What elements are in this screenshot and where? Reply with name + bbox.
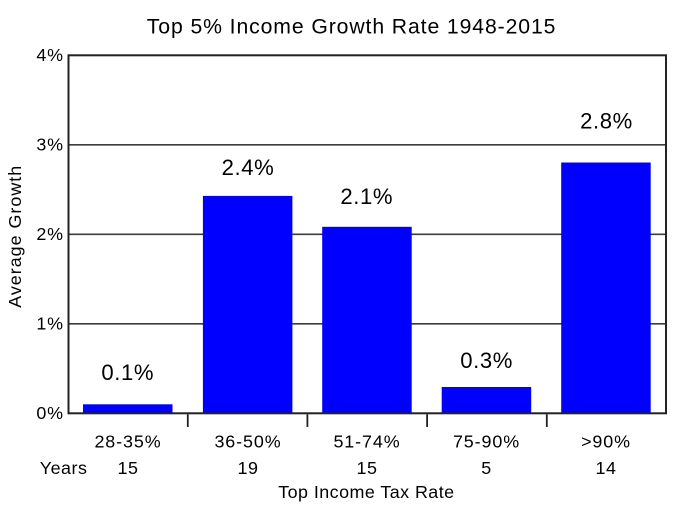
svg-text:3%: 3% <box>36 135 64 155</box>
svg-text:Top 5% Income Growth Rate 1948: Top 5% Income Growth Rate 1948-2015 <box>147 16 557 39</box>
svg-text:2.1%: 2.1% <box>340 184 393 209</box>
svg-text:>90%: >90% <box>581 432 631 452</box>
svg-text:0%: 0% <box>36 403 64 423</box>
svg-text:2.8%: 2.8% <box>580 109 633 134</box>
svg-text:Top Income Tax Rate: Top Income Tax Rate <box>278 482 454 502</box>
svg-text:75-90%: 75-90% <box>453 432 520 452</box>
svg-text:51-74%: 51-74% <box>333 432 400 452</box>
svg-text:19: 19 <box>238 458 259 478</box>
svg-text:Average Growth: Average Growth <box>5 165 25 308</box>
svg-text:2.4%: 2.4% <box>222 155 275 180</box>
svg-text:36-50%: 36-50% <box>214 432 281 452</box>
svg-text:0.1%: 0.1% <box>101 360 154 385</box>
svg-text:0.3%: 0.3% <box>460 348 513 373</box>
svg-text:Years: Years <box>40 458 88 478</box>
svg-text:5: 5 <box>481 458 491 478</box>
svg-text:1%: 1% <box>36 314 64 334</box>
svg-text:14: 14 <box>596 458 617 478</box>
svg-text:2%: 2% <box>36 224 64 244</box>
svg-text:15: 15 <box>118 458 139 478</box>
svg-text:4%: 4% <box>36 45 64 65</box>
svg-text:28-35%: 28-35% <box>94 432 161 452</box>
svg-text:15: 15 <box>357 458 378 478</box>
